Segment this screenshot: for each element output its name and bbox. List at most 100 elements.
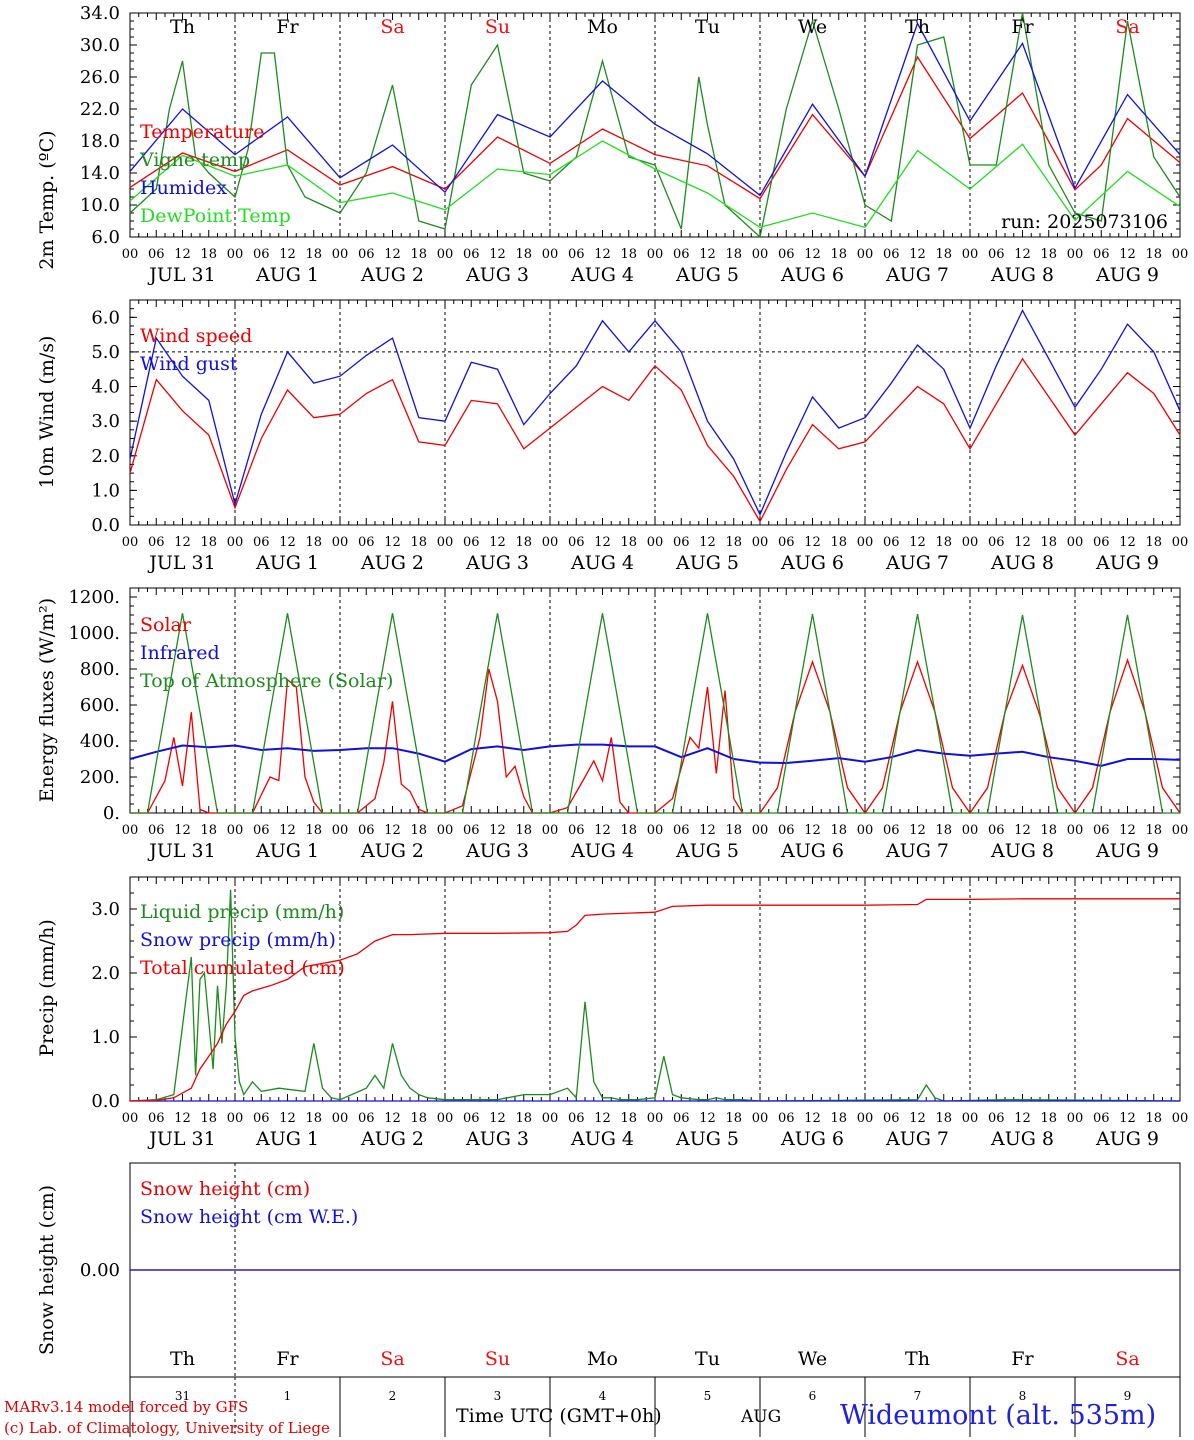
y-axis-title: 10m Wind (m/s) [36, 336, 58, 489]
hour-label: 00 [437, 247, 454, 262]
hour-label: 12 [1119, 535, 1136, 550]
date-label: AUG 6 [780, 1128, 844, 1150]
hour-label: 06 [673, 535, 690, 550]
hour-label: 18 [1040, 1111, 1057, 1126]
hour-label: 00 [647, 1111, 664, 1126]
y-tick-label: 2.0 [91, 446, 120, 467]
hour-label: 00 [227, 535, 244, 550]
date-label: JUL 31 [147, 264, 215, 286]
legend-label: Liquid precip (mm/h) [140, 901, 344, 923]
y-tick-label: 0. [103, 803, 120, 824]
date-label: AUG 2 [360, 264, 424, 286]
hour-label: 06 [568, 535, 585, 550]
date-label: AUG 2 [360, 840, 424, 862]
hour-label: 00 [1172, 535, 1189, 550]
legend-label: Snow height (cm) [140, 1178, 310, 1200]
hour-label: 12 [384, 823, 401, 838]
plot-frame [129, 587, 1181, 814]
hour-label: 18 [1145, 1111, 1162, 1126]
hour-label: 12 [1014, 823, 1031, 838]
y-tick-label: 26.0 [80, 67, 120, 88]
hour-label: 12 [594, 823, 611, 838]
hour-label: 00 [332, 823, 349, 838]
hour-label: 12 [384, 247, 401, 262]
hour-label: 06 [778, 1111, 795, 1126]
hour-label: 06 [988, 535, 1005, 550]
hour-label: 12 [279, 247, 296, 262]
hour-label: 18 [725, 247, 742, 262]
y-axis-title: Precip (mm/h) [36, 919, 58, 1057]
panel-4: 00 06 12 18 00 06 12 18 00 06 12 18 00 06 12 18 00 06 12 18… [36, 876, 1189, 1150]
hour-label: 06 [988, 823, 1005, 838]
hour-label: 18 [305, 535, 322, 550]
hour-label: 18 [200, 823, 217, 838]
hour-label: 12 [804, 535, 821, 550]
y-tick-label: 200. [80, 767, 120, 788]
hour-label: 00 [857, 823, 874, 838]
hour-label: 18 [410, 247, 427, 262]
panel-3: 00 06 12 18 00 06 12 18 00 06 12 18 00 06 12 18 00 06 12 18… [36, 587, 1188, 862]
hour-label: 12 [699, 1111, 716, 1126]
hour-label: 18 [935, 1111, 952, 1126]
hour-label: 00 [962, 535, 979, 550]
hour-label: 12 [699, 247, 716, 262]
weekday-label: Th [170, 1348, 195, 1370]
hour-label: 06 [778, 247, 795, 262]
series-line-top-of-atmosphere-solar- [130, 613, 1180, 814]
date-label: AUG 7 [885, 552, 949, 574]
hour-label: 12 [594, 247, 611, 262]
y-tick-label: 0.00 [80, 1260, 120, 1281]
hour-label: 18 [935, 247, 952, 262]
hour-label: 18 [725, 535, 742, 550]
weekday-label: Fr [276, 1348, 299, 1370]
hour-label: 00 [227, 247, 244, 262]
date-label: AUG 8 [990, 264, 1054, 286]
hour-label: 06 [463, 1111, 480, 1126]
weekday-label: Fr [1011, 16, 1034, 38]
date-label: AUG 2 [360, 552, 424, 574]
date-label: AUG 1 [255, 264, 319, 286]
hour-label: 18 [200, 535, 217, 550]
day-number-label: 31 [175, 1389, 190, 1403]
hour-label: 12 [909, 247, 926, 262]
date-label: AUG 3 [465, 552, 529, 574]
date-label: AUG 1 [255, 1128, 319, 1150]
weekday-label: Sa [1115, 16, 1139, 38]
hour-label: 00 [1172, 1111, 1189, 1126]
plot-frame [129, 299, 1181, 526]
hour-label: 18 [1145, 535, 1162, 550]
hour-label: 06 [358, 1111, 375, 1126]
hour-label: 00 [962, 1111, 979, 1126]
date-label: AUG 6 [780, 840, 844, 862]
station-label: Wideumont (alt. 535m) [840, 1400, 1157, 1431]
hour-label: 06 [463, 535, 480, 550]
date-label: AUG 6 [780, 552, 844, 574]
panel-2: 00 06 12 18 00 06 12 18 00 06 12 18 00 06 12 18 00 06 12 18… [36, 299, 1189, 574]
hour-label: 00 [962, 247, 979, 262]
hour-label: 00 [1172, 247, 1189, 262]
hour-label: 06 [358, 247, 375, 262]
day-number-label: 7 [914, 1389, 922, 1403]
hour-label: 06 [358, 823, 375, 838]
y-tick-label: 0.0 [91, 1091, 120, 1112]
hour-label: 18 [305, 1111, 322, 1126]
hour-label: 12 [489, 247, 506, 262]
date-label: AUG 3 [465, 264, 529, 286]
hour-label: 18 [515, 247, 532, 262]
hour-label: 06 [1093, 823, 1110, 838]
hour-label: 18 [1145, 823, 1162, 838]
hour-label: 00 [122, 247, 139, 262]
y-tick-label: 2.0 [91, 963, 120, 984]
hour-label: 00 [437, 535, 454, 550]
hour-label: 12 [594, 1111, 611, 1126]
run-label: run: 2025073106 [1001, 211, 1168, 233]
model-credit: MARv3.14 model forced by GFS [4, 1398, 249, 1416]
weekday-label: Th [905, 1348, 930, 1370]
series-line-dewpoint-temp [129, 140, 1181, 229]
y-tick-label: 22.0 [80, 99, 120, 120]
y-tick-label: 34.0 [80, 3, 120, 24]
panel-1: 00 06 12 18 00 06 12 18 00 06 12 18 00 06 12 18 00 06 12 18… [36, 3, 1188, 286]
legend-label: Solar [140, 614, 192, 636]
month-label: AUG [741, 1407, 782, 1427]
hour-label: 06 [148, 247, 165, 262]
